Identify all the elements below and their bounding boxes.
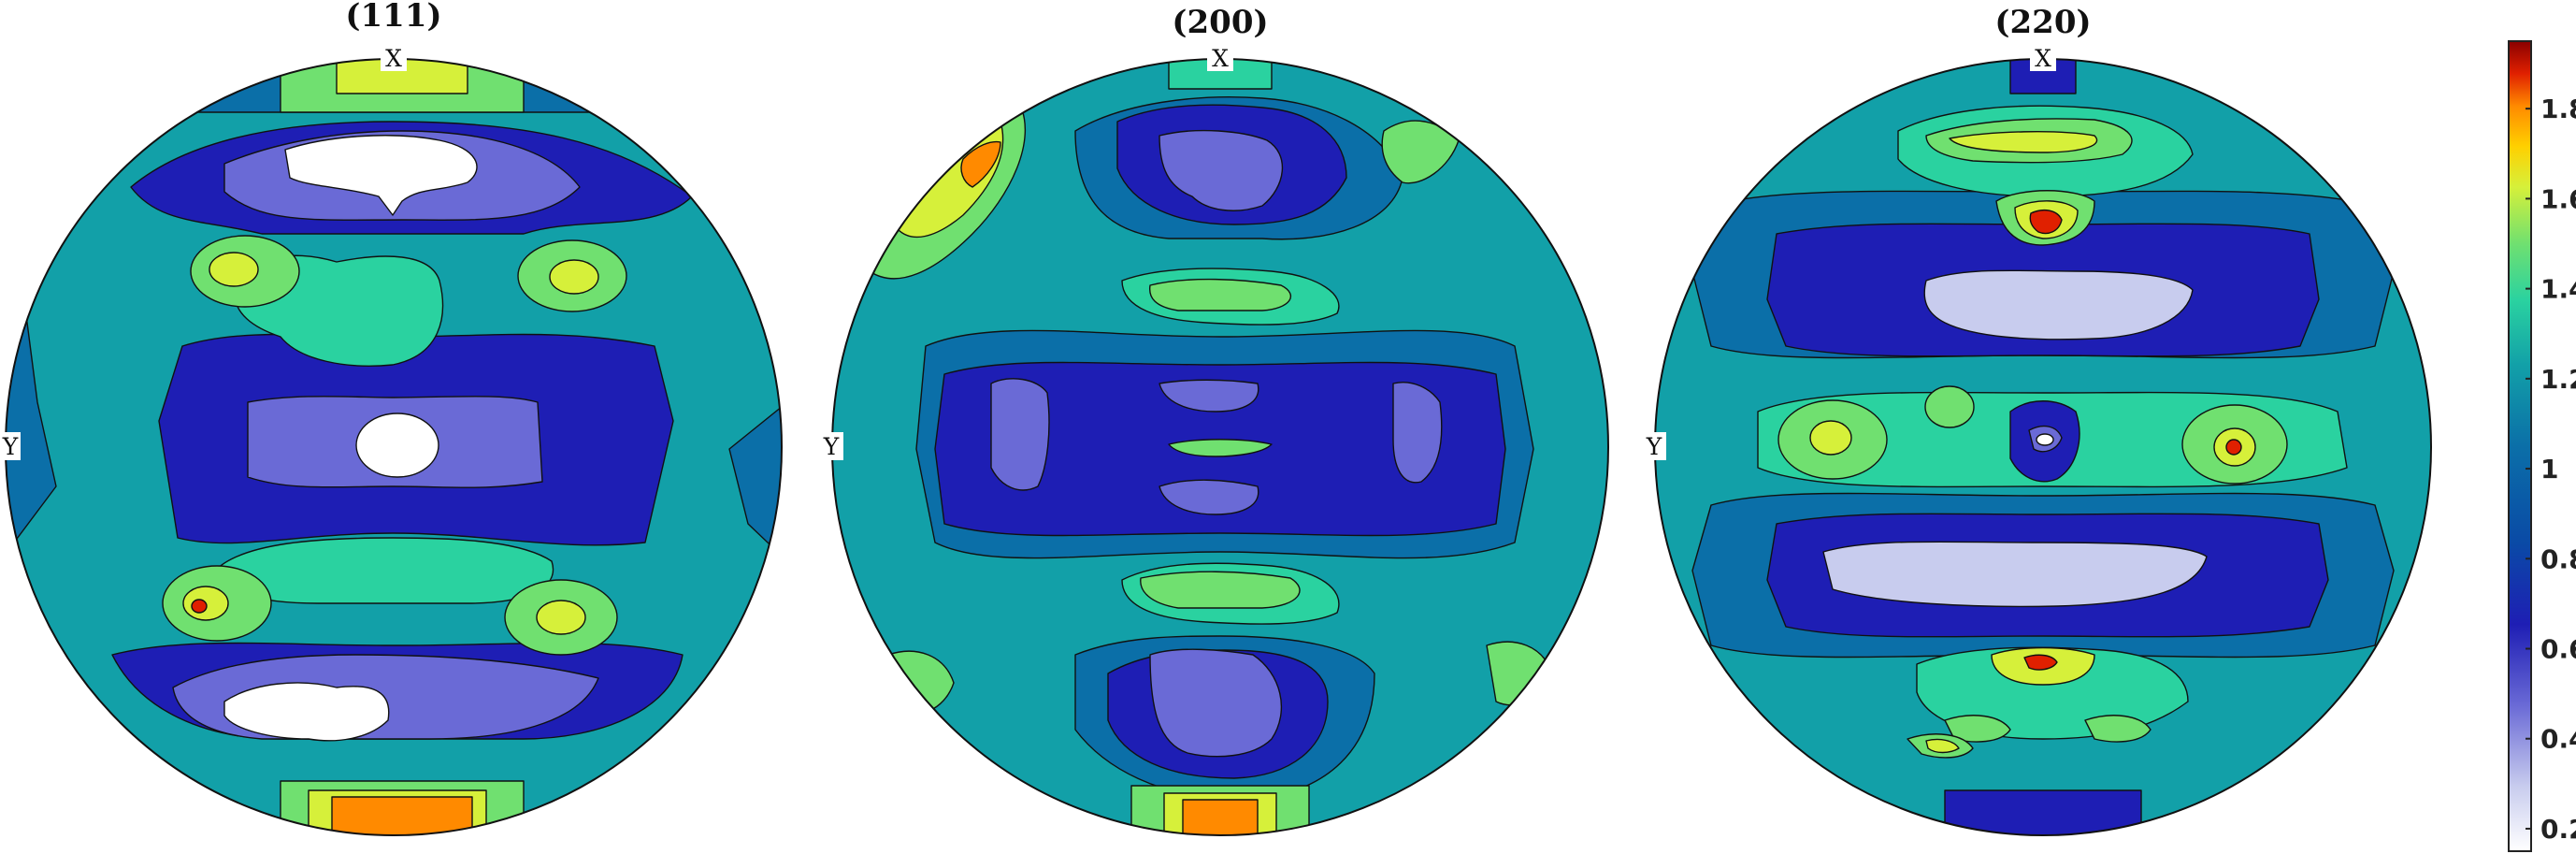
panel-title-200: (200) — [1172, 4, 1268, 41]
colorbar-tick-label: 1.4 — [2540, 274, 2576, 305]
colorbar-tick-label: 0.2 — [2540, 814, 2576, 845]
pole-figure-220: (220) — [1642, 4, 2432, 836]
panel-title-111: (111) — [345, 0, 441, 35]
colorbar-tick-label: 0.8 — [2540, 543, 2576, 574]
panel-title-220: (220) — [1994, 4, 2091, 41]
x-axis-label-111: X — [385, 45, 402, 72]
x-axis-label-220: X — [2035, 45, 2051, 72]
colorbar-tick-label: 1 — [2540, 454, 2558, 485]
colorbar-tick-label: 1.8 — [2540, 94, 2576, 124]
pole-figure-111: (111) — [0, 0, 783, 836]
colorbar-gradient — [2508, 40, 2532, 852]
y-axis-label-200: Y — [823, 433, 840, 460]
colorbar-tick-label: 1.2 — [2540, 364, 2576, 395]
colorbar: 0.2 0.4 0.6 0.8 1 1.2 1.4 1.6 1.8 — [2508, 40, 2576, 852]
colorbar-tick-label: 0.6 — [2540, 634, 2576, 665]
colorbar-ticks: 0.2 0.4 0.6 0.8 1 1.2 1.4 1.6 1.8 — [2526, 94, 2576, 845]
y-axis-label-220: Y — [1646, 433, 1662, 460]
colorbar-tick-label: 1.6 — [2540, 183, 2576, 214]
colorbar-tick-label: 0.4 — [2540, 724, 2576, 755]
y-axis-label-111: Y — [2, 433, 19, 460]
pole-figure-200: (200) — [819, 4, 1609, 836]
x-axis-label-200: X — [1212, 45, 1229, 72]
